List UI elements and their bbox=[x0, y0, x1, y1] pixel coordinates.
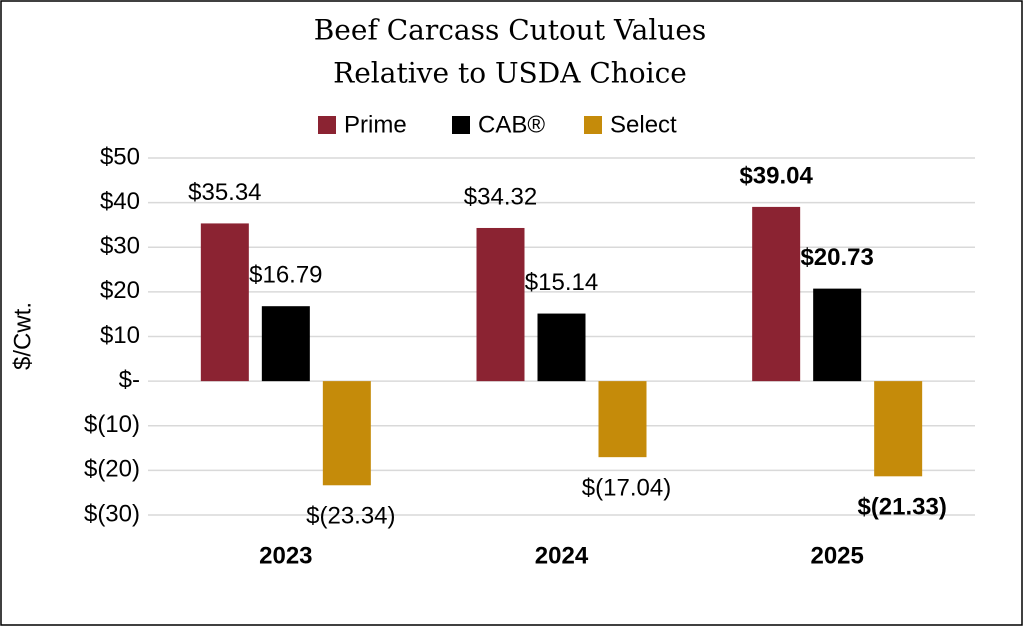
legend-label: Select bbox=[610, 111, 677, 138]
value-label: $(21.33) bbox=[857, 494, 946, 521]
legend-label: Prime bbox=[344, 111, 407, 138]
value-label: $15.14 bbox=[525, 269, 598, 296]
x-tick-label: 2023 bbox=[259, 542, 312, 569]
y-tick-label: $30 bbox=[100, 233, 140, 260]
chart-title: Relative to USDA Choice bbox=[333, 57, 687, 90]
y-tick-label: $40 bbox=[100, 188, 140, 215]
bar bbox=[322, 381, 371, 486]
value-label: $20.73 bbox=[800, 244, 873, 271]
x-tick-label: 2024 bbox=[535, 542, 589, 569]
y-tick-label: $(10) bbox=[84, 411, 140, 438]
chart-title: Beef Carcass Cutout Values bbox=[314, 14, 707, 47]
legend-swatch bbox=[584, 116, 602, 134]
legend-label: CAB® bbox=[478, 111, 545, 138]
bar bbox=[537, 313, 586, 382]
bar bbox=[598, 381, 647, 458]
y-tick-label: $10 bbox=[100, 322, 140, 349]
legend-swatch bbox=[452, 116, 470, 134]
y-tick-label: $(20) bbox=[84, 456, 140, 483]
y-tick-label: $- bbox=[119, 366, 140, 393]
bar bbox=[261, 306, 310, 382]
y-tick-label: $50 bbox=[100, 143, 140, 170]
y-axis-label: $/Cwt. bbox=[9, 302, 36, 370]
value-label: $16.79 bbox=[249, 262, 322, 289]
bar bbox=[813, 288, 862, 382]
bar bbox=[200, 223, 249, 382]
bar bbox=[752, 206, 801, 382]
x-tick-label: 2025 bbox=[810, 542, 863, 569]
legend-swatch bbox=[318, 116, 336, 134]
value-label: $35.34 bbox=[188, 179, 261, 206]
y-tick-label: $(30) bbox=[84, 500, 140, 527]
value-label: $(23.34) bbox=[306, 503, 395, 530]
bar bbox=[874, 381, 923, 477]
value-label: $39.04 bbox=[739, 162, 813, 189]
y-tick-label: $20 bbox=[100, 277, 140, 304]
bar bbox=[476, 227, 525, 382]
value-label: $34.32 bbox=[464, 183, 537, 210]
value-label: $(17.04) bbox=[582, 475, 671, 502]
